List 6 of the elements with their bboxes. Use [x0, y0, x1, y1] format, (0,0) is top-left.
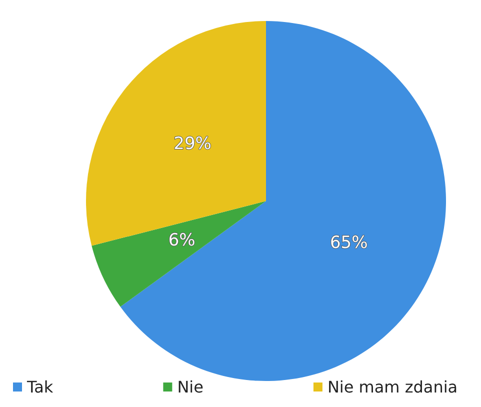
data-label: 29% — [174, 134, 212, 154]
legend-label: Tak — [26, 378, 54, 396]
data-label: 65% — [330, 233, 368, 254]
legend-label: Nie — [177, 378, 204, 396]
legend-label: Nie mam zdania — [327, 378, 458, 396]
data-label: 6% — [168, 230, 196, 251]
